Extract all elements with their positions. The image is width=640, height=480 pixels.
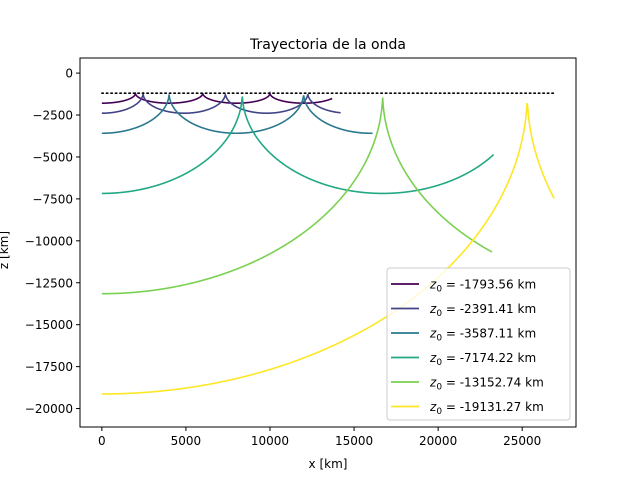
y-tick-label: −20000 [25, 402, 73, 416]
legend-box [386, 267, 571, 421]
legend-label-4: z0 = -7174.22 km [429, 351, 536, 368]
series-group [101, 90, 557, 395]
x-tick-label: 15000 [335, 434, 373, 448]
x-axis-label: x [km] [309, 457, 348, 471]
y-tick-label: −17500 [25, 360, 73, 374]
y-tick-label: −7500 [32, 192, 73, 206]
series-line-1 [101, 90, 333, 104]
legend-label-5: z0 = -13152.74 km [429, 376, 544, 393]
y-tick-label: −2500 [32, 109, 73, 123]
legend-label-6: z0 = -19131.27 km [429, 400, 544, 417]
plot-area [101, 90, 557, 395]
x-tick-label: 0 [98, 434, 106, 448]
y-tick-label: −10000 [25, 234, 73, 248]
series-line-3 [101, 94, 373, 135]
chart-title: Trayectoria de la onda [249, 37, 406, 53]
series-line-6 [101, 103, 555, 395]
axes-frame [79, 57, 577, 428]
x-tick-label: 10000 [251, 434, 289, 448]
axes: 0 5000 10000 15000 20000 25000 0 −2500 −5000 −750… [25, 57, 577, 448]
y-tick-label: −5000 [32, 150, 73, 164]
x-tick-label: 20000 [419, 434, 457, 448]
series-line-5 [101, 97, 493, 295]
y-tick-label: −12500 [25, 276, 73, 290]
y-axis-label: z [km] [0, 231, 11, 269]
x-tick-label: 25000 [503, 434, 541, 448]
legend-label-2: z0 = -2391.41 km [429, 302, 536, 319]
y-tick-label: −15000 [25, 318, 73, 332]
y-tick-label: 0 [65, 67, 73, 81]
legend-label-1: z0 = -1793.56 km [429, 278, 536, 295]
legend: z0 = -1793.56 km z0 = -2391.41 km z0 = -35… [386, 267, 571, 421]
x-tick-label: 5000 [171, 434, 202, 448]
series-line-4 [101, 96, 495, 195]
legend-label-3: z0 = -3587.11 km [429, 327, 536, 344]
